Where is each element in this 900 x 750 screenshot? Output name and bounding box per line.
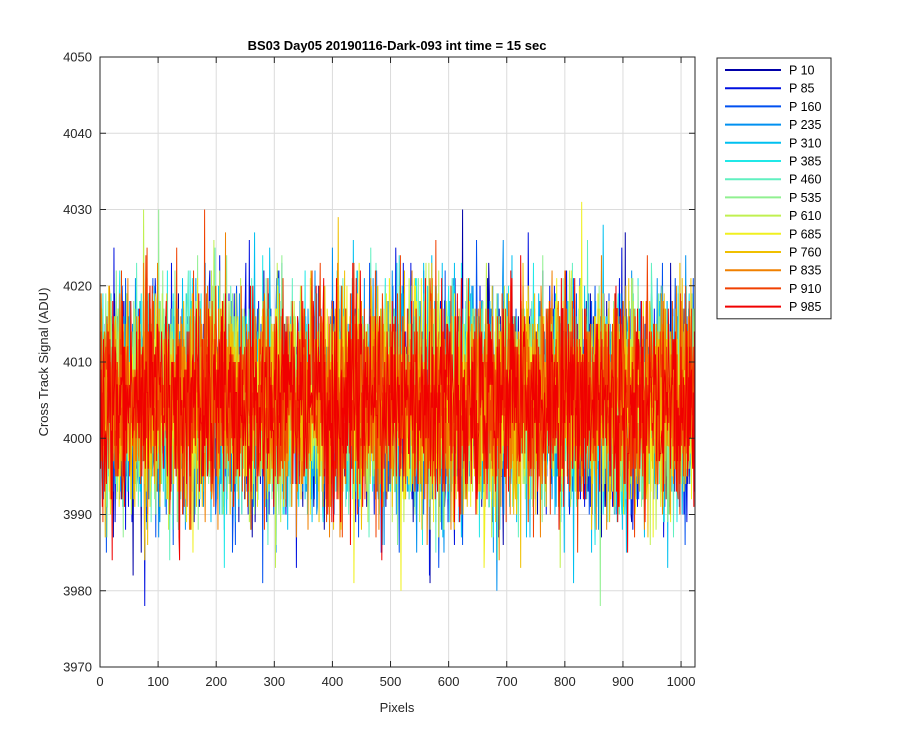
x-tick-label: 600 (438, 674, 460, 689)
legend-label: P 610 (789, 209, 821, 223)
legend-label: P 985 (789, 300, 821, 314)
y-tick-label: 4000 (63, 431, 92, 446)
x-tick-label: 900 (612, 674, 634, 689)
chart-title: BS03 Day05 20190116-Dark-093 int time = … (248, 38, 547, 53)
x-tick-label: 200 (205, 674, 227, 689)
y-axis-label: Cross Track Signal (ADU) (36, 288, 51, 437)
legend-label: P 310 (789, 136, 821, 150)
y-tick-label: 4020 (63, 278, 92, 293)
legend-label: P 385 (789, 155, 821, 169)
legend-label: P 535 (789, 191, 821, 205)
legend-label: P 85 (789, 82, 815, 96)
legend-label: P 460 (789, 173, 821, 187)
axis-ticks: 0 100 200 300 400 500 600 700 800 900 1000 3970 3980… (63, 50, 695, 690)
x-tick-label: 700 (496, 674, 518, 689)
y-tick-label: 4010 (63, 355, 92, 370)
legend-label: P 235 (789, 118, 821, 132)
series-line-p985 (99, 255, 695, 561)
y-tick-label: 4040 (63, 126, 92, 141)
legend-label: P 760 (789, 246, 821, 260)
legend-label: P 835 (789, 264, 821, 278)
x-tick-label: 0 (96, 674, 103, 689)
series-layer (99, 201, 695, 607)
legend-label: P 160 (789, 100, 821, 114)
legend-label: P 10 (789, 64, 815, 78)
x-tick-label: 100 (147, 674, 169, 689)
legend-label: P 685 (789, 227, 821, 241)
legend: P 10 P 85 P 160 P 235 P 310 P 385 P 460 P 535 P … (716, 57, 832, 320)
x-tick-label: 800 (554, 674, 576, 689)
x-tick-label: 300 (263, 674, 285, 689)
y-tick-label: 3970 (63, 660, 92, 675)
x-axis-label: Pixels (380, 700, 415, 715)
y-tick-label: 4030 (63, 202, 92, 217)
x-tick-label: 400 (322, 674, 344, 689)
legend-label: P 910 (789, 282, 821, 296)
y-tick-label: 4050 (63, 50, 92, 65)
legend-box (716, 57, 832, 320)
x-tick-label: 1000 (667, 674, 696, 689)
y-tick-label: 3990 (63, 507, 92, 522)
x-tick-label: 500 (380, 674, 402, 689)
y-tick-label: 3980 (63, 583, 92, 598)
